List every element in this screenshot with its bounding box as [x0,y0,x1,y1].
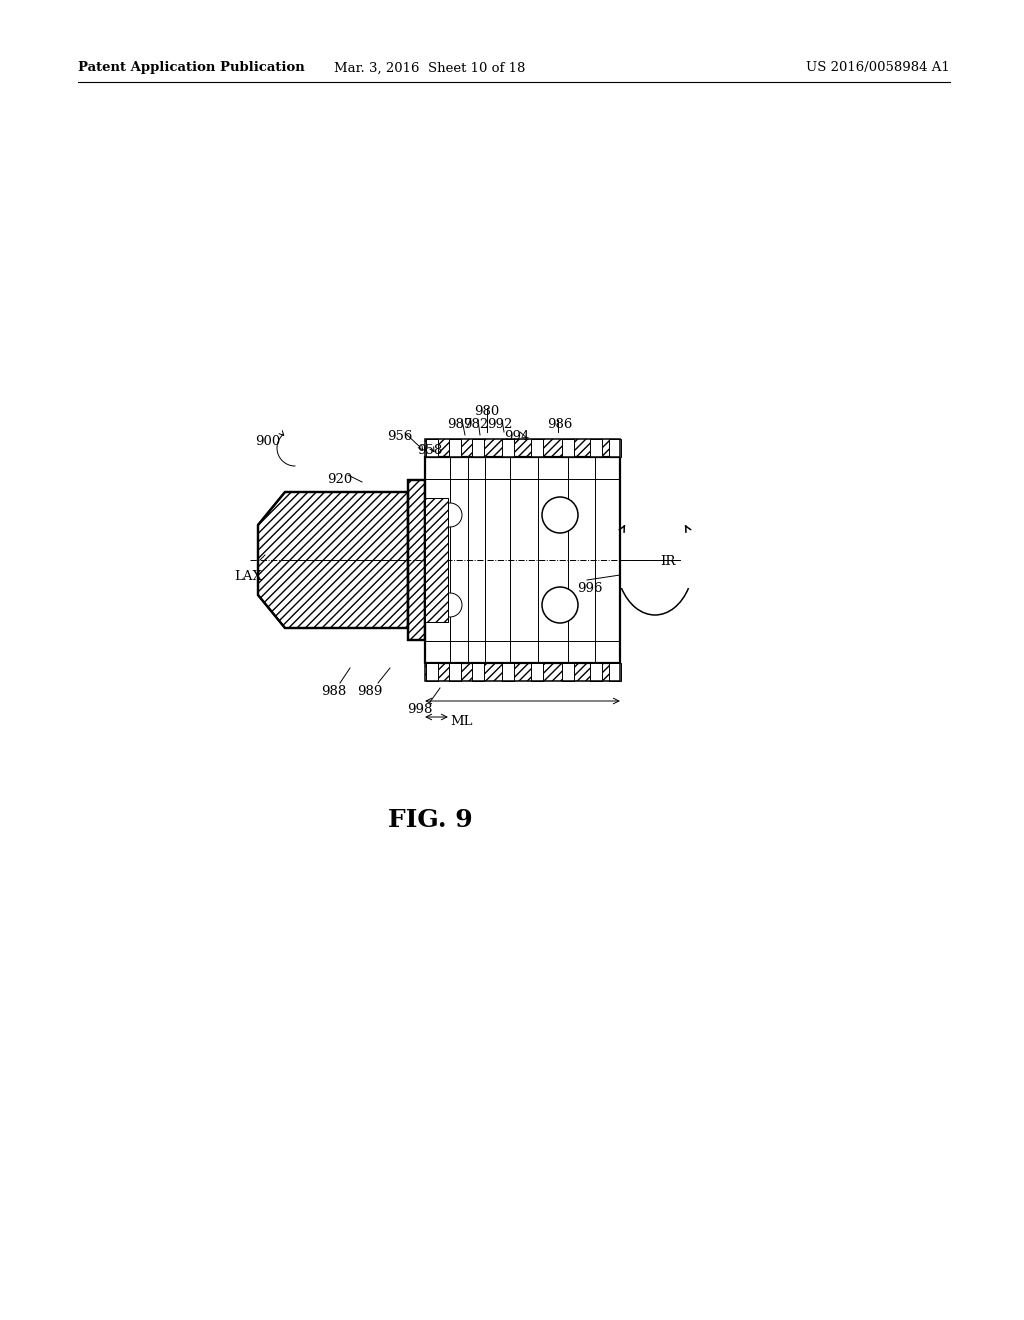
Bar [472,663,484,681]
Bar [609,440,621,457]
Text: 989: 989 [357,685,383,698]
Bar [472,440,484,457]
Circle shape [438,593,462,616]
Text: 958: 958 [418,444,442,457]
Text: 998: 998 [408,704,433,715]
Text: FIG. 9: FIG. 9 [388,808,472,832]
Text: 996: 996 [578,582,603,595]
Bar [590,440,602,457]
Text: 988: 988 [322,685,347,698]
Text: Mar. 3, 2016  Sheet 10 of 18: Mar. 3, 2016 Sheet 10 of 18 [334,62,525,74]
Text: ML: ML [451,715,473,729]
Bar [531,440,543,457]
Text: 920: 920 [328,473,352,486]
Circle shape [542,498,578,533]
Bar [425,498,449,622]
Bar [562,663,574,681]
Text: 980: 980 [474,405,500,418]
Text: US 2016/0058984 A1: US 2016/0058984 A1 [806,62,950,74]
Bar [562,440,574,457]
Bar [425,498,449,622]
Bar [449,663,461,681]
Bar [531,663,543,681]
Text: LAX: LAX [234,570,262,583]
Bar [609,663,621,681]
Bar [426,440,438,457]
Bar [502,440,514,457]
Text: Patent Application Publication: Patent Application Publication [78,62,305,74]
Text: 986: 986 [547,418,572,432]
Bar [590,663,602,681]
Text: 956: 956 [387,430,413,444]
Bar [425,498,449,622]
Text: 994: 994 [504,430,529,444]
Text: 992: 992 [487,418,513,432]
Bar [449,440,461,457]
Polygon shape [408,480,425,640]
Text: 987: 987 [447,418,473,432]
Circle shape [542,587,578,623]
Bar [502,663,514,681]
Text: IR: IR [660,554,676,568]
Polygon shape [258,492,408,628]
Bar [425,457,620,663]
Bar [426,663,438,681]
Circle shape [438,503,462,527]
Text: 982: 982 [464,418,488,432]
Text: 900: 900 [255,436,281,447]
